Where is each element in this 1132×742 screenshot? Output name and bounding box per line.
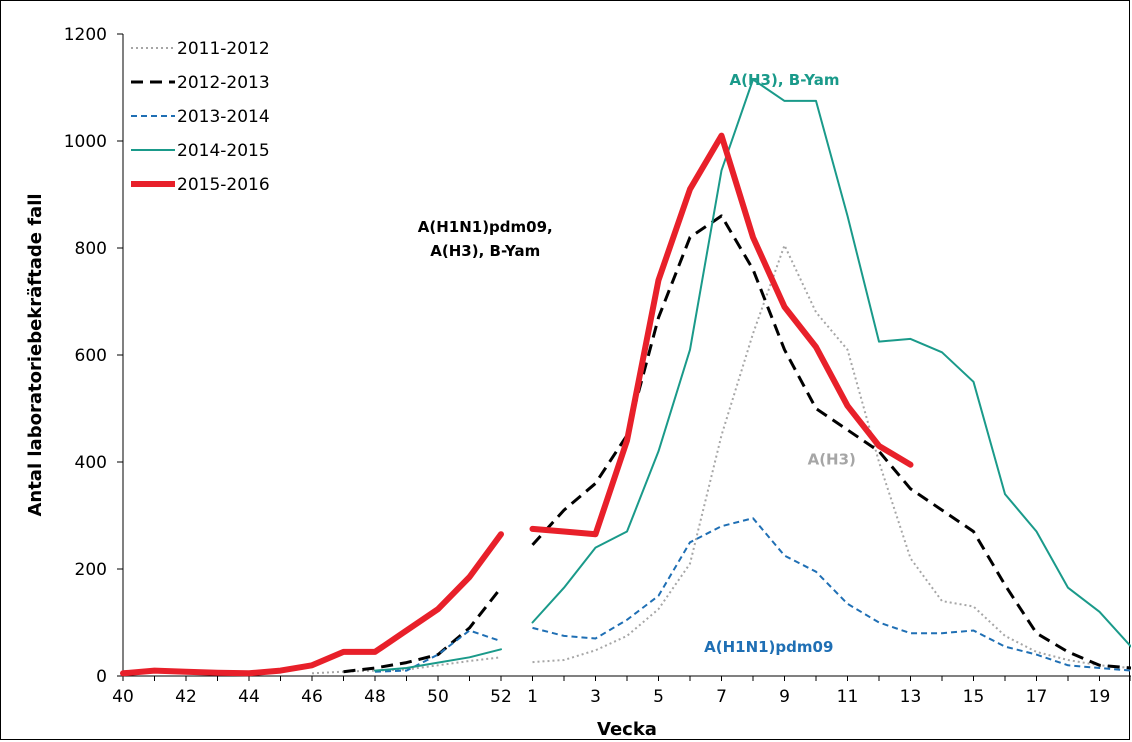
series-2014-2015 — [374, 78, 1131, 672]
annotations: A(H3), B-Yam A(H1N1)pdm09, A(H3), B-Yam A(H… — [418, 71, 856, 656]
x-tick-label: 9 — [779, 687, 790, 707]
annotation-label: A(H3), B-Yam — [730, 71, 840, 89]
legend-label: 2014-2015 — [177, 141, 270, 161]
x-tick-label: 15 — [963, 687, 985, 707]
x-axis-ticks: 40 42 44 46 48 50 52 1 3 5 7 9 11 13 15 17 19 — [112, 676, 1131, 707]
series-line-2013-2014 — [532, 517, 1131, 672]
series-line-2014-2015 — [531, 78, 1131, 648]
y-tick-label: 400 — [75, 453, 107, 473]
x-tick-label: 13 — [900, 687, 922, 707]
series-line-2015-2016 — [120, 531, 504, 677]
legend: 2011-2012 2012-2013 2013-2014 2014-2015 2015… — [131, 39, 270, 195]
series-lines — [120, 78, 1131, 677]
y-axis-ticks: 0 200 400 600 800 1000 1200 — [64, 25, 123, 687]
series-2015-2016 — [120, 132, 914, 677]
x-tick-label: 7 — [716, 687, 727, 707]
x-tick-label: 1 — [527, 687, 538, 707]
y-tick-label: 800 — [75, 239, 107, 259]
series-line-2011-2012 — [532, 244, 1131, 669]
x-tick-label: 5 — [653, 687, 664, 707]
series-line-2014-2015 — [374, 648, 502, 672]
legend-label: 2015-2016 — [177, 175, 270, 195]
x-tick-label: 19 — [1089, 687, 1111, 707]
x-tick-label: 46 — [301, 687, 323, 707]
x-tick-label: 11 — [837, 687, 859, 707]
x-tick-label: 42 — [175, 687, 197, 707]
x-tick-label: 44 — [238, 687, 260, 707]
x-tick-label: 40 — [112, 687, 134, 707]
series-line-2013-2014 — [374, 629, 502, 673]
y-tick-label: 600 — [75, 346, 107, 366]
legend-label: 2013-2014 — [177, 107, 270, 127]
x-tick-label: 3 — [590, 687, 601, 707]
series-line-2012-2013 — [531, 214, 1131, 670]
legend-label: 2012-2013 — [177, 73, 270, 93]
x-axis-title: Vecka — [597, 719, 657, 740]
y-tick-label: 200 — [75, 560, 107, 580]
y-tick-label: 1200 — [64, 25, 107, 45]
x-tick-label: 50 — [427, 687, 449, 707]
y-tick-label: 0 — [96, 667, 107, 687]
y-axis-title: Antal laboratoriebekräftade fall — [25, 193, 46, 516]
x-tick-label: 17 — [1026, 687, 1048, 707]
annotation-label: A(H3) — [808, 451, 856, 469]
y-tick-label: 1000 — [64, 132, 107, 152]
series-line-2012-2013 — [343, 586, 503, 674]
legend-label: 2011-2012 — [177, 39, 270, 59]
annotation-label: A(H1N1)pdm09 — [704, 638, 833, 656]
series-2012-2013 — [343, 214, 1131, 674]
x-tick-label: 52 — [490, 687, 512, 707]
x-tick-label: 48 — [364, 687, 386, 707]
annotation-label: A(H1N1)pdm09, — [418, 218, 553, 236]
annotation-label: A(H3), B-Yam — [430, 242, 540, 260]
series-2013-2014 — [374, 517, 1131, 673]
series-line-2015-2016 — [529, 132, 914, 538]
